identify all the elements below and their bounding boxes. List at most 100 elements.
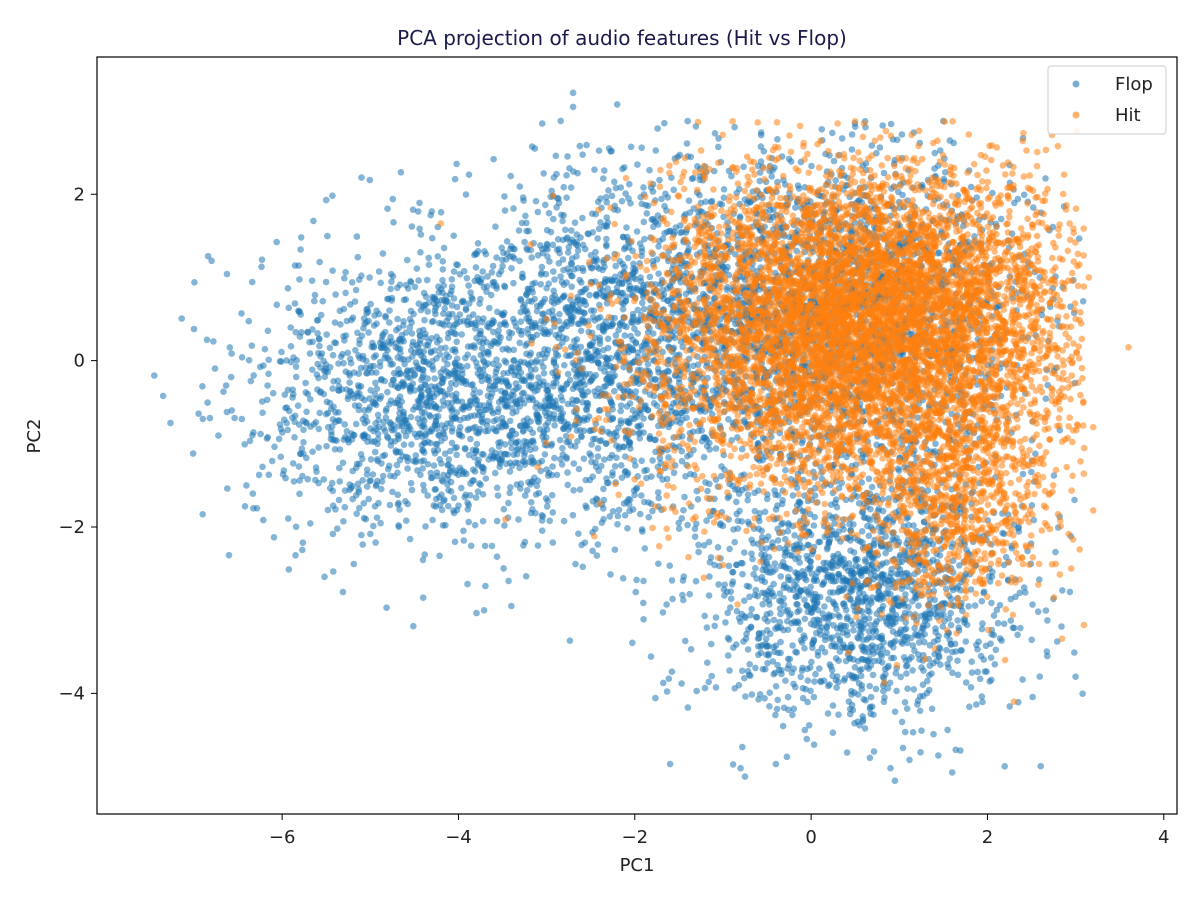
point-flop — [595, 467, 602, 475]
point-flop — [322, 410, 330, 418]
point-flop — [549, 463, 556, 470]
point-flop — [497, 267, 505, 275]
point-flop — [331, 319, 339, 326]
point-flop — [475, 456, 483, 464]
point-flop — [302, 379, 309, 387]
point-flop — [774, 136, 781, 143]
point-flop — [438, 320, 446, 328]
point-flop — [808, 162, 815, 170]
point-flop — [462, 378, 470, 385]
point-flop — [303, 419, 311, 427]
point-flop — [553, 170, 560, 178]
point-flop — [612, 288, 620, 296]
point-flop — [243, 482, 250, 489]
point-flop — [599, 292, 607, 300]
point-flop — [501, 193, 508, 200]
point-flop — [402, 296, 410, 303]
point-flop — [374, 440, 381, 448]
point-flop — [501, 401, 509, 409]
point-flop — [273, 238, 281, 246]
point-flop — [400, 322, 407, 329]
point-flop — [259, 409, 266, 417]
point-flop — [245, 317, 253, 325]
point-flop — [640, 415, 647, 422]
point-flop — [414, 467, 421, 474]
point-flop — [500, 249, 507, 257]
point-flop — [448, 283, 456, 291]
point-flop — [394, 371, 402, 378]
point-flop — [1042, 175, 1049, 182]
point-flop — [375, 499, 382, 507]
point-flop — [558, 278, 566, 286]
point-flop — [456, 271, 464, 278]
point-flop — [247, 377, 255, 385]
point-flop — [408, 486, 416, 494]
point-flop — [464, 499, 471, 507]
point-flop — [316, 342, 323, 350]
point-flop — [997, 215, 1005, 223]
point-flop — [296, 333, 304, 340]
point-flop — [227, 373, 235, 381]
point-flop — [550, 268, 557, 275]
point-flop — [596, 340, 604, 348]
point-flop — [334, 377, 342, 385]
point-flop — [421, 409, 428, 416]
point-flop — [307, 520, 314, 527]
point-flop — [579, 151, 586, 158]
point-flop — [606, 454, 614, 462]
point-flop — [635, 430, 642, 437]
point-flop — [643, 210, 651, 217]
point-flop — [296, 276, 303, 283]
point-flop — [394, 315, 401, 323]
point-flop — [297, 311, 305, 318]
point-flop — [416, 332, 424, 340]
point-flop — [527, 374, 535, 381]
point-flop — [384, 205, 391, 212]
point-flop — [408, 319, 415, 326]
point-flop — [453, 338, 461, 346]
point-flop — [480, 465, 488, 472]
point-flop — [558, 414, 565, 422]
point-flop — [500, 565, 507, 572]
point-flop — [482, 250, 490, 258]
point-flop — [261, 345, 269, 353]
point-flop — [362, 413, 369, 421]
point-flop — [700, 453, 708, 461]
point-flop — [370, 362, 378, 370]
point-flop — [440, 402, 448, 409]
point-flop — [422, 523, 429, 530]
point-flop — [487, 404, 494, 411]
point-flop — [304, 329, 312, 336]
point-flop — [631, 325, 638, 333]
point-flop — [330, 403, 337, 411]
point-flop — [386, 307, 393, 314]
point-flop — [260, 362, 267, 369]
point-flop — [630, 487, 638, 494]
point-flop — [506, 468, 514, 475]
point-flop — [418, 387, 425, 395]
point-flop — [538, 457, 546, 465]
point-flop — [381, 354, 389, 362]
point-flop — [324, 506, 332, 514]
point-flop — [560, 517, 568, 525]
point-flop — [451, 444, 459, 452]
point-flop — [328, 479, 336, 487]
point-flop — [396, 281, 404, 289]
point-flop — [359, 455, 366, 463]
point-flop — [571, 219, 579, 226]
point-flop — [551, 276, 558, 283]
point-flop — [440, 244, 448, 252]
point-flop — [473, 440, 481, 448]
point-flop — [541, 451, 549, 458]
point-flop — [567, 351, 575, 359]
point-flop — [295, 262, 303, 269]
point-flop — [431, 450, 439, 457]
point-flop — [394, 354, 402, 361]
point-flop — [489, 317, 497, 324]
point-flop — [553, 204, 560, 211]
point-flop — [620, 386, 627, 394]
point-flop — [649, 457, 656, 464]
point-flop — [280, 416, 288, 424]
point-flop — [832, 177, 839, 184]
point-flop — [553, 246, 561, 254]
